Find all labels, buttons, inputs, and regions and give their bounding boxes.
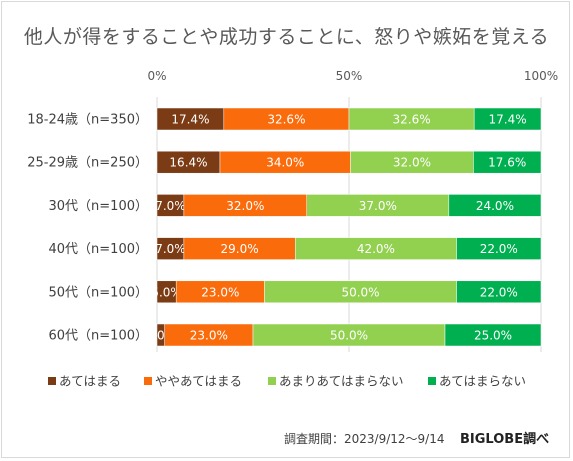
data-label: 17.4% xyxy=(171,113,209,127)
legend-swatch xyxy=(428,377,436,385)
legend-swatch xyxy=(144,377,152,385)
data-label: 23.0% xyxy=(190,329,228,343)
source-brand: BIGLOBE調べ xyxy=(460,432,550,447)
data-label: 32.0% xyxy=(226,199,264,213)
legend-label: あまりあてはまらない xyxy=(279,374,404,389)
legend-swatch xyxy=(48,377,56,385)
x-tick-label: 50% xyxy=(336,69,363,83)
bar-segment xyxy=(473,107,542,131)
legend-swatch xyxy=(268,377,276,385)
data-label: 24.0% xyxy=(476,199,514,213)
legend-label: あてはまる xyxy=(59,374,121,389)
data-label: 7.0% xyxy=(155,199,186,213)
chart-title: 他人が得をすることや成功することに、怒りや嫉妬を覚える xyxy=(23,26,550,48)
data-label: 29.0% xyxy=(220,242,258,256)
data-label: 22.0% xyxy=(480,242,518,256)
data-label: 42.0% xyxy=(357,242,395,256)
data-label: 16.4% xyxy=(169,156,207,170)
data-label: 50.0% xyxy=(341,285,379,299)
data-label: 17.6% xyxy=(488,156,526,170)
data-label: 32.0% xyxy=(393,156,431,170)
category-label: 60代（n=100） xyxy=(49,329,149,344)
bar-segment xyxy=(448,194,542,217)
category-label: 30代（n=100） xyxy=(49,199,149,214)
data-label: 7.0% xyxy=(155,242,186,256)
legend-label: ややあてはまる xyxy=(155,374,242,389)
data-label: 25.0% xyxy=(474,329,512,343)
data-label: 17.4% xyxy=(489,113,527,127)
bar-segment xyxy=(456,237,542,260)
data-label: 5.0% xyxy=(151,285,182,299)
data-label: 32.6% xyxy=(267,113,305,127)
data-label: 50.0% xyxy=(330,329,368,343)
category-label: 40代（n=100） xyxy=(49,242,149,257)
bar-segment xyxy=(456,280,542,304)
data-label: 23.0% xyxy=(201,285,239,299)
bar-segment xyxy=(444,323,542,347)
category-label: 18-24歳（n=350） xyxy=(27,113,148,128)
data-label: 22.0% xyxy=(480,285,518,299)
x-tick-label: 0% xyxy=(147,69,166,83)
data-label: 37.0% xyxy=(359,199,397,213)
x-tick-label: 100% xyxy=(524,69,558,83)
category-label: 25-29歳（n=250） xyxy=(27,156,148,171)
data-label: 34.0% xyxy=(266,156,304,170)
data-label: 32.6% xyxy=(393,113,431,127)
survey-period-note: 調査期間：2023/9/12～9/14 xyxy=(284,432,445,446)
bar-segment xyxy=(473,150,542,174)
legend-label: あてはまらない xyxy=(439,374,526,389)
category-label: 50代（n=100） xyxy=(49,285,149,300)
